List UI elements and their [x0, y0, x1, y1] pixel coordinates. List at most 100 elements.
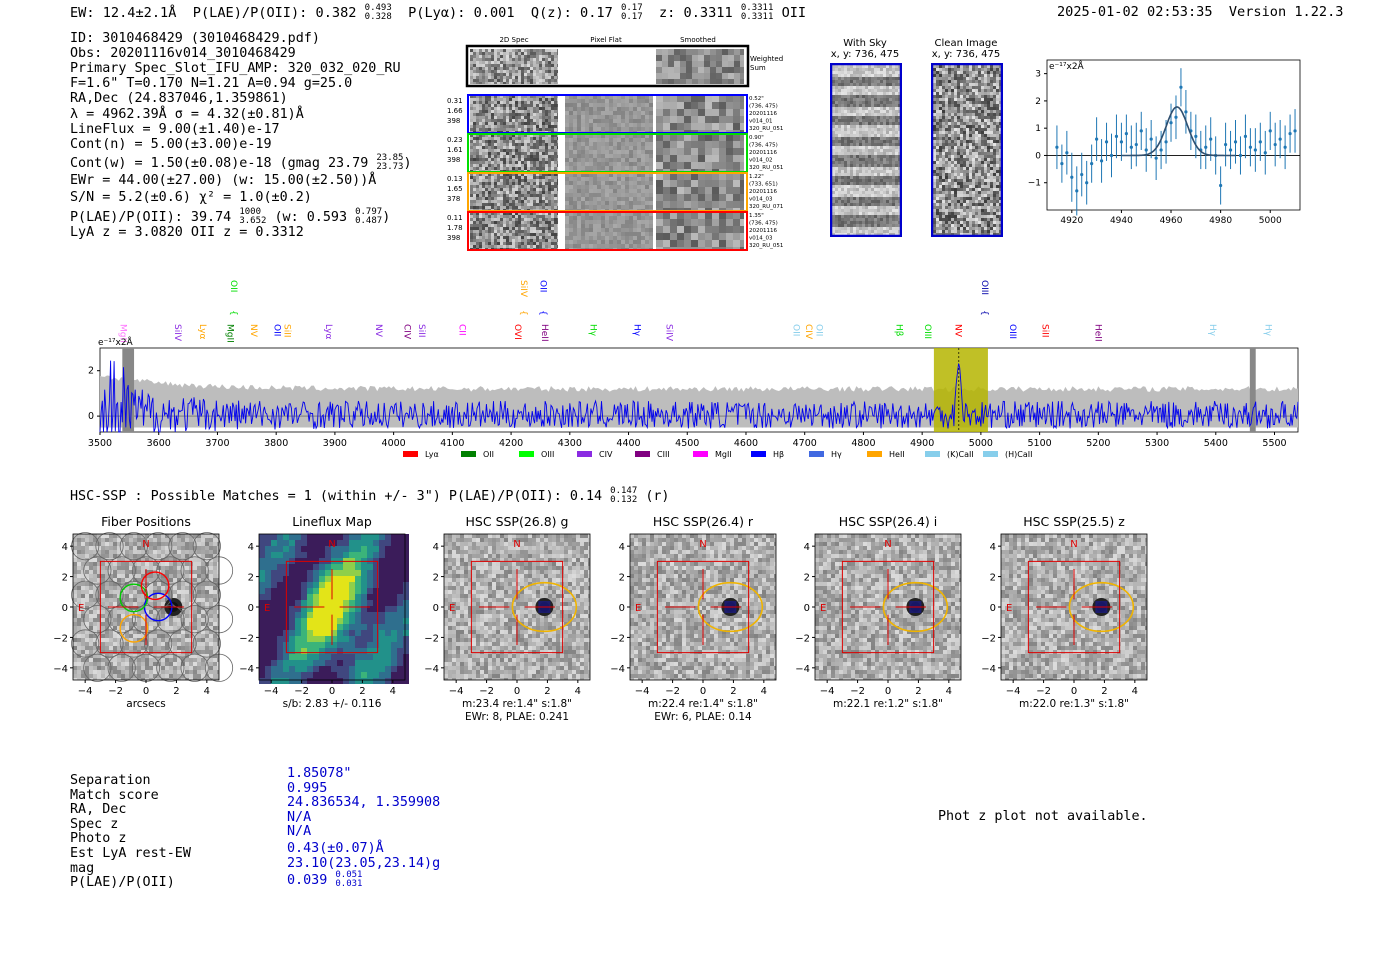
- lineflux-pixel: [295, 618, 301, 624]
- hsc-xtick-label: −2: [108, 686, 123, 697]
- legend-swatch: [577, 451, 592, 457]
- lineflux-pixel: [307, 600, 313, 606]
- lineflux-pixel: [313, 600, 319, 606]
- line-marker-text: SiIV: [518, 280, 528, 298]
- lineflux-pixel: [307, 576, 313, 582]
- lineflux-pixel: [259, 606, 265, 612]
- lineflux-pixel: [403, 552, 409, 558]
- lineflux-pixel: [391, 672, 397, 678]
- header-ew: EW: 12.4±2.1Å: [70, 5, 177, 21]
- lineflux-pixel: [367, 588, 373, 594]
- lineflux-pixel: [361, 642, 367, 648]
- spec2d-cutout-smoothed: [656, 134, 744, 172]
- lineflux-pixel: [367, 654, 373, 660]
- lineflux-pixel: [301, 636, 307, 642]
- summary-label: Est LyA rest-EW: [70, 845, 191, 861]
- lineflux-pixel: [373, 546, 379, 552]
- lineflux-pixel: [397, 630, 403, 636]
- summary-label: Spec z: [70, 816, 119, 832]
- line-marker-text: NV: [373, 324, 383, 338]
- lineflux-pixel: [385, 660, 391, 666]
- lineflux-pixel: [361, 648, 367, 654]
- spec2d-row-info: v014_03: [749, 236, 773, 242]
- lineflux-pixel: [349, 534, 355, 540]
- spec2d-row-info: 0.90": [749, 135, 764, 141]
- lineflux-pixel: [325, 600, 331, 606]
- lineflux-pixel: [319, 606, 325, 612]
- header-qz-range: 0.17 0.17: [620, 3, 643, 22]
- lineflux-pixel: [349, 588, 355, 594]
- lineflux-pixel: [361, 612, 367, 618]
- lineflux-pixel: [295, 642, 301, 648]
- lineflux-pixel: [367, 570, 373, 576]
- lineflux-pixel: [361, 588, 367, 594]
- photz-note: Phot z plot not available.: [938, 809, 1148, 824]
- lineflux-pixel: [295, 546, 301, 552]
- aperture-ellipse: [1068, 581, 1135, 633]
- lineflux-pixel: [397, 654, 403, 660]
- lineflux-pixel: [283, 672, 289, 678]
- zoom-point: [1283, 145, 1287, 149]
- zoom-point: [1095, 137, 1099, 141]
- lineflux-pixel: [313, 588, 319, 594]
- lineflux-pixel: [343, 654, 349, 660]
- lineflux-pixel: [307, 636, 313, 642]
- lineflux-pixel: [319, 612, 325, 618]
- spec2d-cutout-smoothed: [656, 173, 744, 211]
- lineflux-pixel: [307, 534, 313, 540]
- hsc-noise: [1001, 534, 1147, 680]
- lineflux-pixel: [397, 582, 403, 588]
- header-summary: EW: 12.4±2.1Å P(LAE)/P(OII): 0.382 0.493…: [70, 4, 806, 22]
- lineflux-pixel: [367, 552, 373, 558]
- hsc-panel-title: HSC SSP(26.4) i: [839, 514, 937, 529]
- lineflux-pixel: [313, 642, 319, 648]
- lineflux-pixel: [313, 576, 319, 582]
- line-marker-text: OIII: [1007, 324, 1017, 339]
- lineflux-pixel: [277, 678, 283, 684]
- lineflux-pixel: [337, 588, 343, 594]
- lineflux-pixel: [307, 594, 313, 600]
- lineflux-pixel: [271, 672, 277, 678]
- lineflux-pixel: [265, 654, 271, 660]
- lineflux-pixel: [373, 576, 379, 582]
- lineflux-pixel: [271, 576, 277, 582]
- lineflux-pixel: [265, 624, 271, 630]
- spec2d-panel: 2D Spec Pixel Flat Smoothed Weighted Sum 0.31…: [440, 33, 800, 258]
- lineflux-pixel: [289, 576, 295, 582]
- lineflux-pixel: [361, 534, 367, 540]
- lineflux-pixel: [277, 642, 283, 648]
- lineflux-pixel: [301, 582, 307, 588]
- lineflux-pixel: [397, 666, 403, 672]
- lineflux-pixel: [301, 570, 307, 576]
- lineflux-pixel: [289, 588, 295, 594]
- zoom-point: [1228, 148, 1233, 152]
- line-marker-text: Hγ: [1263, 324, 1273, 337]
- line-marker-text: MgII: [117, 324, 127, 343]
- lineflux-pixel: [331, 654, 337, 660]
- lineflux-pixel: [343, 624, 349, 630]
- header-plae-range: 0.493 0.328: [364, 3, 392, 22]
- lineflux-pixel: [373, 678, 379, 684]
- lineflux-pixel: [283, 546, 289, 552]
- lineflux-pixel: [271, 600, 277, 606]
- zoom-axes: [1046, 59, 1301, 211]
- clean-title: Clean Image: [934, 38, 998, 49]
- lineflux-pixel: [301, 594, 307, 600]
- spectrum-xtick-label: 4800: [851, 438, 875, 449]
- hsc-caption: arcsecs: [126, 698, 165, 710]
- zoom-point: [1129, 145, 1133, 149]
- lineflux-pixel: [343, 630, 349, 636]
- zoom-ytick-label: 3: [1035, 70, 1041, 80]
- line-marker-text: OIII: [979, 280, 989, 295]
- lineflux-pixel: [355, 648, 361, 654]
- lineflux-pixel: [367, 666, 373, 672]
- lineflux-pixel: [331, 534, 337, 540]
- hsc-ytick-label: 4: [433, 542, 439, 553]
- lineflux-pixel: [391, 600, 397, 606]
- lineflux-pixel: [379, 558, 385, 564]
- lineflux-pixel: [283, 552, 289, 558]
- lineflux-pixel: [385, 630, 391, 636]
- hsc-panel-title: HSC SSP(26.8) g: [466, 514, 569, 529]
- lineflux-pixel: [259, 582, 265, 588]
- spec2d-row-stat: 398: [447, 117, 460, 125]
